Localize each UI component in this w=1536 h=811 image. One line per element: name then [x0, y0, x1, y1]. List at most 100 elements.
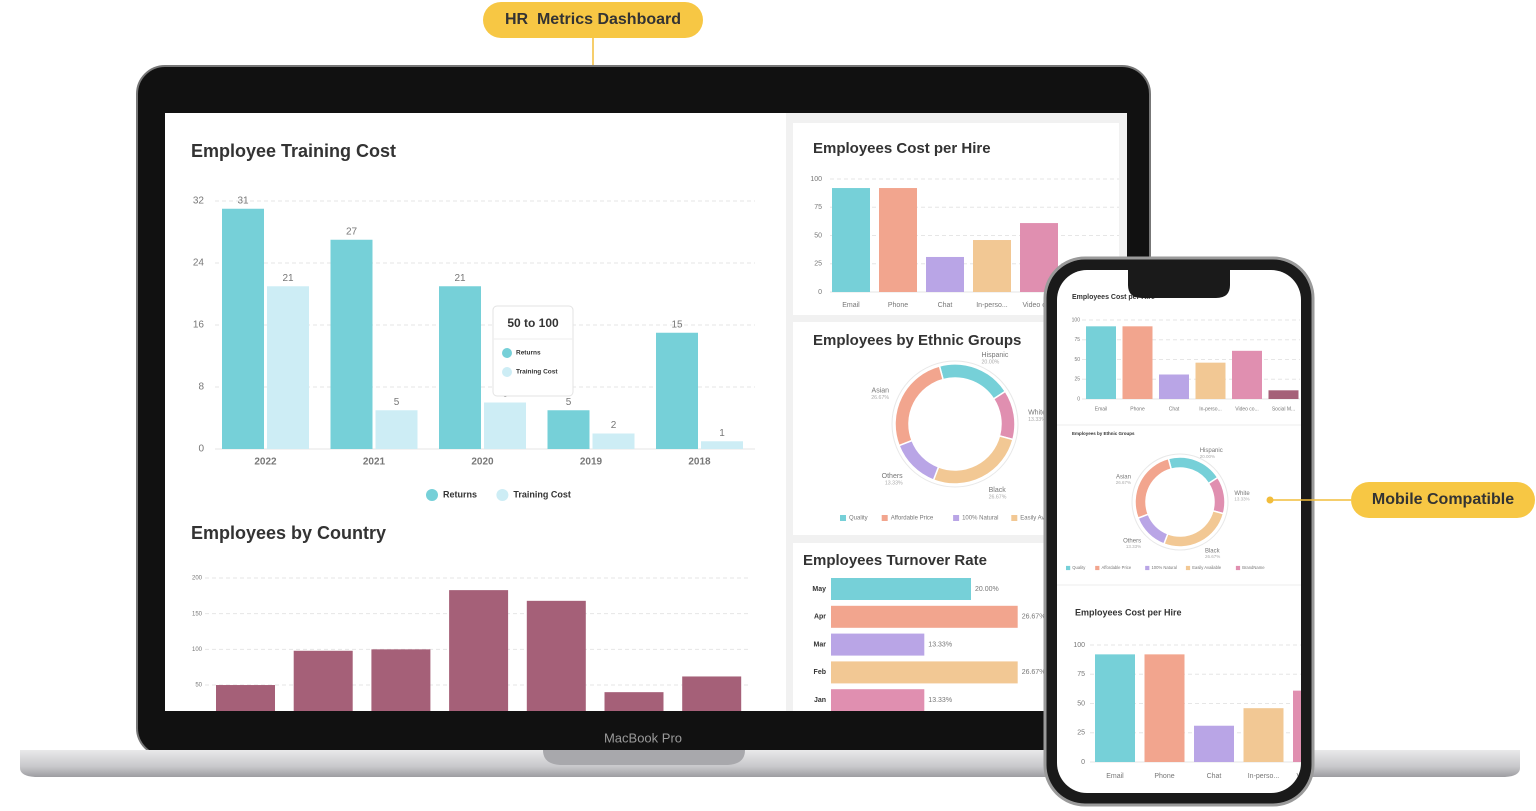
legend-marker	[426, 489, 438, 501]
y-tick-label: 25	[1077, 730, 1085, 737]
left-panel: Employee Training Cost Employees by Coun…	[191, 141, 755, 711]
legend-swatch	[1145, 565, 1150, 571]
value-label: 5	[566, 397, 572, 408]
y-tick-label: 100	[810, 176, 822, 183]
x-tick-label: 2018	[688, 457, 711, 468]
device-label: MacBook Pro	[604, 730, 682, 745]
slice-label: Others	[1123, 538, 1141, 544]
y-tick-label: 75	[1074, 337, 1080, 343]
slice-label: White	[1028, 409, 1046, 416]
legend-swatch	[1235, 565, 1241, 571]
x-tick-label: Social M...	[1272, 406, 1295, 412]
x-tick-label: Phone	[1154, 773, 1174, 780]
bar	[375, 410, 418, 449]
value-label: 21	[282, 273, 294, 284]
tooltip: 50 to 100 Returns Training Cost	[492, 305, 574, 397]
slice-label: Hispanic	[982, 352, 1009, 359]
bar	[831, 661, 1018, 684]
slice-value: 26.67%	[871, 395, 889, 401]
y-tick-label: 8	[198, 382, 204, 393]
x-tick-label: Phone	[888, 302, 908, 309]
bar	[484, 402, 526, 449]
x-tick-label: Video co...	[1235, 406, 1259, 412]
bar	[1243, 708, 1284, 762]
chart-title: Employees by Ethnic Groups	[1072, 431, 1135, 436]
chart-title: Employees by Country	[191, 523, 386, 543]
phone-notch	[1128, 270, 1230, 298]
tooltip-marker	[502, 367, 512, 377]
value-label: 26.67%	[1022, 614, 1046, 621]
bar	[831, 578, 971, 600]
bar	[1095, 654, 1135, 762]
x-tick-label: Video co...	[1023, 302, 1056, 309]
x-tick-label: Email	[1106, 773, 1124, 780]
laptop-bezel	[165, 711, 1127, 749]
legend-swatch	[881, 515, 888, 521]
slice-value: 13.33%	[1234, 497, 1249, 502]
bar	[1086, 326, 1116, 399]
legend-swatch	[1011, 515, 1018, 521]
y-tick-label: 0	[1081, 759, 1085, 766]
bar	[547, 410, 590, 449]
slice-value: 13.33%	[1028, 417, 1046, 423]
x-tick-label: 2022	[254, 457, 277, 468]
legend-label: Easily Available	[1020, 516, 1062, 522]
legend-label: 100% Natural	[962, 516, 998, 522]
x-tick-label: Phone	[1130, 406, 1145, 412]
legend-label: Returns	[443, 489, 477, 499]
bar	[1159, 374, 1189, 399]
bar	[1144, 654, 1185, 762]
value-label: 13.33%	[928, 697, 952, 704]
chart-title: Employees by Ethnic Groups	[813, 332, 1021, 349]
x-tick-label: 2020	[471, 457, 494, 468]
value-label: 31	[237, 195, 249, 206]
slice-value: 20.00%	[1200, 454, 1215, 459]
x-tick-label: Chat	[938, 302, 953, 309]
bar	[831, 689, 925, 711]
slice-label: Hispanic	[1200, 448, 1223, 454]
legend-label: Quality	[849, 516, 868, 522]
value-label: 21	[454, 273, 466, 284]
legend-swatch	[840, 515, 846, 521]
y-tick-label: 0	[198, 444, 204, 455]
callout-dot	[1266, 496, 1274, 504]
bar	[1232, 350, 1262, 399]
slice-label: Others	[882, 473, 904, 480]
tooltip-title: 50 to 100	[507, 316, 559, 330]
value-label: 13.33%	[928, 641, 952, 648]
legend-label: Training Cost	[513, 489, 571, 499]
legend-label: Affordable Price	[891, 516, 934, 522]
slice-label: Black	[1205, 549, 1221, 555]
bar	[371, 649, 431, 711]
x-tick-label: 2019	[580, 457, 603, 468]
legend-label: 100% Natural	[1151, 565, 1176, 570]
chart-title: Employees Cost per Hire	[1072, 294, 1155, 301]
y-tick-label: 75	[814, 204, 822, 211]
bar	[439, 286, 481, 449]
value-label: 26.67%	[1022, 669, 1046, 676]
y-tick-label: 50	[1074, 357, 1080, 363]
x-tick-label: Email	[1095, 406, 1108, 412]
slice	[1134, 457, 1173, 520]
chart-title: Employees Cost per Hire	[1075, 607, 1182, 617]
phone-content: Employees Cost per Hire Employees by Eth…	[1057, 294, 1301, 780]
x-tick-label: 2021	[363, 457, 386, 468]
y-tick-label: Apr	[814, 614, 826, 621]
y-tick-label: Mar	[814, 641, 827, 648]
slice-label: White	[1234, 491, 1250, 497]
x-tick-label: In-perso...	[1199, 406, 1222, 412]
bar	[592, 433, 635, 449]
bar	[682, 676, 742, 711]
bar	[879, 188, 917, 292]
legend-label: BrandName	[1242, 565, 1265, 570]
slice-value: 20.00%	[982, 359, 1000, 365]
y-tick-label: 0	[818, 289, 822, 296]
bar	[216, 685, 275, 711]
callout	[483, 2, 703, 38]
y-tick-label: 50	[195, 683, 202, 689]
y-tick-label: 25	[814, 261, 822, 268]
x-tick-label: Chat	[1169, 406, 1180, 412]
value-label: 5	[394, 397, 400, 408]
value-label: 2	[611, 420, 617, 431]
y-tick-label: Feb	[814, 669, 826, 676]
